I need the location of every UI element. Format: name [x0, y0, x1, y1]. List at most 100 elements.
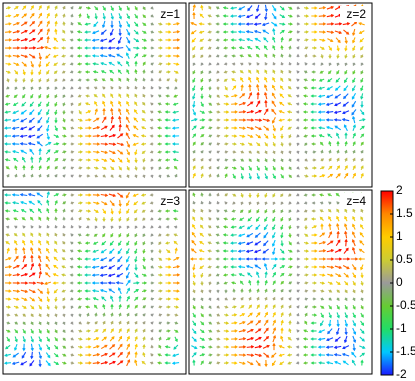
vector-arrow — [126, 100, 130, 107]
vector-arrow — [69, 62, 74, 66]
vector-arrow — [222, 22, 229, 26]
vector-arrow — [296, 233, 300, 238]
vector-arrow — [246, 345, 255, 349]
vector-arrow — [279, 14, 286, 18]
vector-arrow — [352, 335, 357, 344]
vector-arrow — [141, 360, 146, 365]
vector-arrow — [126, 287, 131, 294]
vector-arrow — [85, 345, 92, 349]
vector-arrow — [280, 133, 284, 140]
vector-arrow — [231, 313, 238, 317]
vector-arrow — [14, 165, 18, 171]
vector-arrow — [22, 336, 26, 343]
vector-arrow — [230, 273, 237, 277]
vector-arrow — [216, 361, 221, 365]
vector-arrow — [360, 133, 365, 139]
vector-arrow — [255, 328, 262, 334]
vector-arrow — [76, 30, 83, 34]
vector-arrow — [29, 29, 36, 35]
vector-arrow — [352, 304, 356, 310]
vector-arrow — [272, 224, 276, 231]
vector-arrow — [311, 233, 318, 237]
vector-arrow — [287, 126, 292, 130]
vector-arrow — [78, 337, 83, 341]
vector-arrow — [125, 192, 130, 199]
vector-arrow — [37, 28, 43, 35]
vector-arrow — [208, 273, 212, 277]
vector-arrow — [223, 110, 230, 114]
vector-arrow — [62, 134, 67, 138]
vector-arrow — [272, 271, 276, 278]
vector-arrow — [264, 173, 268, 180]
vector-arrow — [108, 150, 116, 155]
vector-arrow — [207, 249, 212, 253]
vector-arrow — [30, 5, 34, 11]
vector-arrow — [255, 100, 261, 108]
vector-arrow — [200, 165, 204, 170]
vector-arrow — [157, 102, 162, 106]
vector-arrow — [27, 134, 36, 139]
vector-arrow — [5, 30, 13, 34]
vector-arrow — [215, 257, 220, 261]
vector-arrow — [117, 248, 123, 255]
vector-arrow — [142, 264, 146, 270]
vector-arrow — [150, 336, 154, 341]
vector-arrow — [5, 46, 13, 50]
vector-arrow — [247, 101, 254, 107]
vector-arrow — [256, 69, 260, 74]
vector-arrow — [22, 156, 26, 163]
vector-arrow — [264, 53, 268, 58]
vector-arrow — [173, 62, 180, 66]
vector-arrow — [261, 22, 270, 27]
vector-arrow — [256, 209, 260, 214]
vector-arrow — [173, 225, 178, 229]
vector-arrow — [247, 320, 254, 326]
vector-arrow — [223, 321, 230, 325]
vector-arrow — [191, 328, 197, 335]
vector-arrow — [62, 216, 66, 221]
vector-arrow — [171, 134, 180, 138]
vector-arrow — [13, 233, 18, 237]
vector-arrow — [54, 337, 58, 342]
vector-arrow — [207, 233, 212, 237]
vector-arrow — [20, 289, 29, 294]
vector-arrow — [38, 216, 42, 221]
vector-arrow — [311, 265, 318, 269]
vector-arrow — [133, 201, 139, 206]
vector-arrow — [263, 108, 269, 116]
vector-arrow — [166, 174, 171, 178]
vector-arrow — [222, 265, 229, 269]
vector-arrow — [173, 297, 180, 301]
vector-arrow — [158, 273, 163, 277]
vector-arrow — [232, 150, 237, 154]
vector-arrow — [238, 5, 246, 11]
vector-arrow — [336, 62, 340, 67]
vector-arrow — [61, 54, 66, 58]
vector-arrow — [165, 281, 172, 285]
vector-arrow — [142, 328, 146, 333]
vector-arrow — [14, 240, 18, 246]
vector-arrow — [303, 361, 308, 365]
vector-arrow — [110, 233, 114, 238]
vector-arrow — [223, 329, 230, 333]
vector-arrow — [157, 225, 162, 229]
vector-arrow — [22, 313, 27, 317]
vector-arrow — [312, 297, 317, 301]
vector-arrow — [256, 76, 260, 83]
vector-arrow — [317, 94, 326, 98]
vector-arrow — [270, 257, 279, 261]
vector-arrow — [22, 343, 26, 352]
vector-arrow — [142, 297, 147, 301]
vector-arrow — [224, 289, 228, 294]
vector-arrow — [264, 150, 268, 155]
vector-arrow — [190, 21, 197, 26]
vector-arrow — [158, 289, 163, 293]
vector-arrow — [142, 241, 146, 246]
vector-arrow — [199, 241, 205, 245]
vector-arrow — [254, 118, 263, 122]
vector-arrow — [208, 200, 212, 205]
vector-arrow — [344, 70, 348, 75]
vector-arrow — [231, 209, 236, 213]
vector-arrow — [319, 70, 324, 74]
vector-arrow — [21, 217, 26, 221]
